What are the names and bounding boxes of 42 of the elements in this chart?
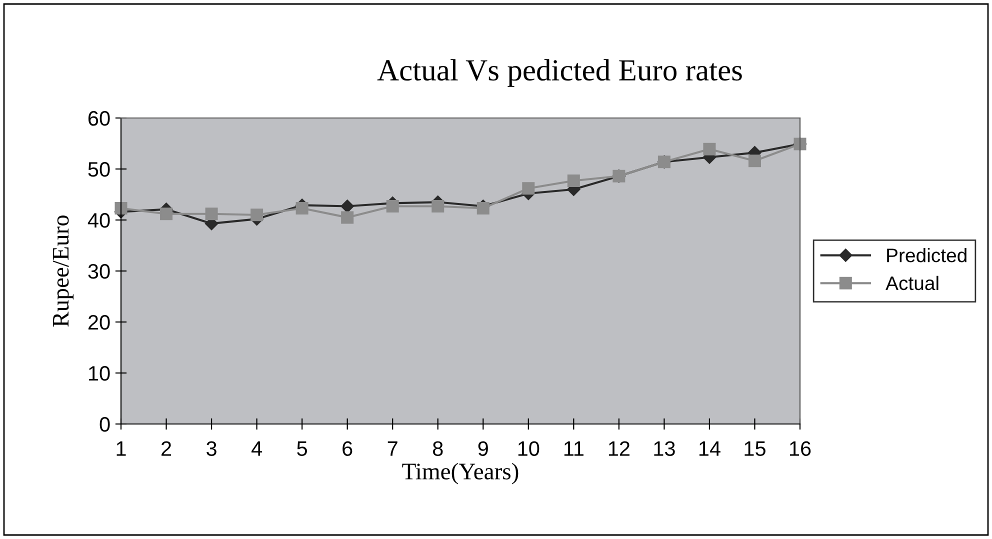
point — [340, 200, 354, 213]
x-tick-label: 11 — [564, 441, 584, 456]
x-tick-label: 3 — [206, 441, 216, 456]
x-tick-label: 16 — [790, 441, 811, 456]
point — [160, 208, 173, 220]
point — [567, 174, 580, 187]
point — [522, 182, 535, 195]
point — [703, 142, 716, 156]
point — [748, 154, 761, 168]
y-tick-label: 20 — [88, 315, 110, 330]
y-tick-label: 50 — [88, 162, 110, 177]
point — [432, 200, 444, 212]
x-tick-label: 4 — [251, 441, 262, 456]
x-tick-label: 8 — [432, 441, 443, 456]
x-tick-label: 9 — [478, 441, 488, 456]
point — [250, 208, 264, 222]
x-tick-label: 15 — [744, 441, 766, 456]
legend-label: Actual — [886, 276, 938, 290]
x-tick-label: 13 — [654, 441, 675, 456]
x-tick-label: 6 — [342, 441, 352, 456]
y-tick-label: 10 — [89, 366, 110, 381]
point — [114, 202, 128, 215]
x-axis-title: Time(Years) — [402, 462, 518, 484]
x-tick-label: 7 — [388, 441, 398, 456]
point — [341, 211, 354, 224]
x-tick-label: 10 — [518, 441, 540, 456]
point — [386, 200, 399, 212]
point — [205, 208, 218, 220]
point — [476, 202, 490, 215]
y-tick-label: 40 — [88, 213, 110, 228]
y-tick-label: 30 — [88, 264, 110, 279]
point — [296, 202, 308, 215]
x-tick-label: 1 — [116, 441, 126, 456]
x-tick-label: 5 — [297, 441, 307, 456]
chart-title: Actual Vs pedicted Euro rates — [377, 59, 742, 87]
y-tick-label: 0 — [100, 417, 110, 432]
x-tick-label: 2 — [162, 441, 172, 456]
y-axis-title: Rupee/Euro — [52, 216, 74, 327]
x-tick-label: 14 — [699, 441, 720, 456]
x-tick-label: 12 — [608, 441, 630, 456]
legend-label: Predicted — [887, 248, 966, 262]
y-tick-label: 60 — [88, 111, 110, 126]
